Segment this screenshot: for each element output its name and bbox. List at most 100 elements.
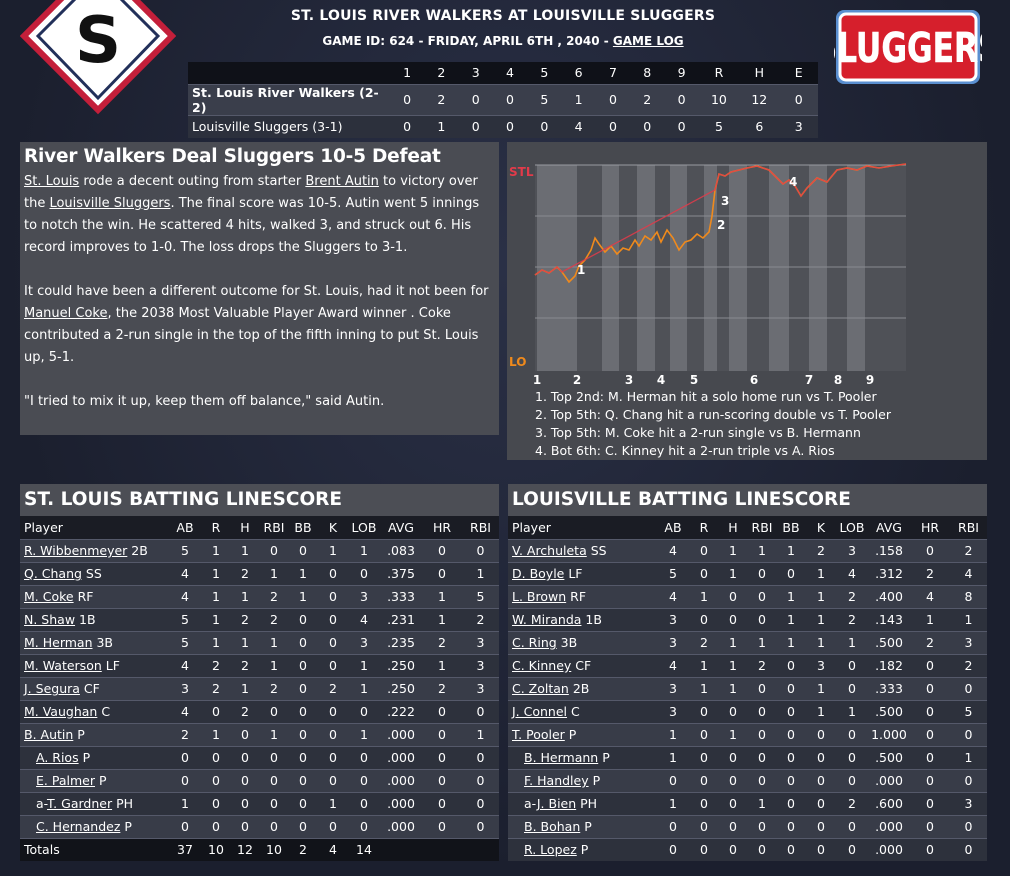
batting-player-cell: R. Wibbenmeyer 2B	[20, 538, 168, 562]
linescore-team-row: Louisville Sluggers (3-1) 0 1 0 0 0 4 0 0 0 5 6 3	[188, 114, 818, 138]
batting-col-header: BB	[288, 516, 318, 539]
player-name-link[interactable]: L. Brown	[512, 589, 567, 604]
batting-stat-cell: 1	[202, 607, 230, 631]
batting-stat-cell: 0	[462, 814, 499, 838]
linescore-cell: 0	[389, 114, 425, 138]
player-name-link[interactable]: F. Handley	[524, 773, 589, 788]
batting-stat-cell: 0	[288, 676, 318, 700]
player-name-link[interactable]: B. Autin	[24, 727, 74, 742]
linescore-col-header: E	[779, 62, 818, 84]
batting-stat-cell: 0	[690, 561, 718, 585]
batting-stat-cell: 5	[950, 699, 987, 723]
linescore-cell: 0	[664, 83, 699, 115]
batting-player-cell: N. Shaw 1B	[20, 607, 168, 631]
player-name-link[interactable]: J. Segura	[24, 681, 80, 696]
batting-col-header: HR	[422, 516, 462, 539]
inning-tick-label: 2	[573, 373, 581, 387]
batting-row: C. Ring 3B 3 2 1 1 1 1 1.500 2 3	[508, 630, 987, 654]
player-name-link[interactable]: M. Herman	[24, 635, 93, 650]
batting-stat-cell: 0	[260, 791, 288, 815]
key-event-item: 4. Bot 6th: C. Kinney hit a 2-run triple…	[535, 443, 835, 458]
linescore-col-header: 8	[630, 62, 665, 84]
player-name-link[interactable]: W. Miranda	[512, 612, 582, 627]
player-name-link[interactable]: Q. Chang	[24, 566, 82, 581]
batting-stat-cell: 0	[260, 768, 288, 792]
batting-stat-cell: .000	[380, 814, 422, 838]
player-name-link[interactable]: T. Pooler	[512, 727, 565, 742]
player-name-link[interactable]: M. Vaughan	[24, 704, 98, 719]
batting-stat-cell: 0	[806, 791, 836, 815]
batting-stat-cell: 0	[748, 722, 776, 746]
batting-stat-cell: 0	[202, 791, 230, 815]
linescore-col-header: 9	[664, 62, 699, 84]
batting-stat-cell: 0	[462, 745, 499, 769]
batting-stat-cell: .250	[380, 653, 422, 677]
player-name-link[interactable]: V. Archuleta	[512, 543, 587, 558]
batting-player-cell: V. Archuleta SS	[508, 538, 656, 562]
player-name-link[interactable]: M. Waterson	[24, 658, 102, 673]
player-name-link[interactable]: J. Connel	[512, 704, 568, 719]
batting-stat-cell: 1	[288, 584, 318, 608]
batting-stat-cell: 2	[950, 653, 987, 677]
player-name-link[interactable]: A. Rios	[36, 750, 79, 765]
batting-stat-cell: 0	[836, 814, 868, 838]
batting-col-header: K	[806, 516, 836, 539]
player-name-link[interactable]: R. Lopez	[524, 842, 577, 858]
player-name-link[interactable]: D. Boyle	[512, 566, 565, 581]
story-link[interactable]: Brent Autin	[305, 174, 379, 189]
player-name-link[interactable]: C. Zoltan	[512, 681, 569, 696]
batting-player-cell: C. Zoltan 2B	[508, 676, 656, 700]
inning-tick-label: 1	[533, 373, 541, 387]
player-name-link[interactable]: T. Gardner	[47, 796, 113, 811]
batting-col-header: H	[718, 516, 748, 539]
player-name-link[interactable]: N. Shaw	[24, 612, 76, 627]
batting-stat-cell: 0	[836, 722, 868, 746]
totals-cell: 37	[168, 837, 202, 861]
batting-stat-cell: 1	[422, 607, 462, 631]
player-name-link[interactable]: B. Bohan	[524, 819, 581, 834]
inning-tick-label: 3	[625, 373, 633, 387]
batting-stat-cell: 2	[260, 676, 288, 700]
batting-stat-cell: 0	[776, 837, 806, 861]
batting-stat-cell: 1	[776, 630, 806, 654]
inning-tick-label: 8	[834, 373, 842, 387]
player-name-link[interactable]: C. Ring	[512, 635, 557, 650]
batting-stat-cell: 1	[230, 584, 260, 608]
win-probability-line-top	[534, 163, 907, 276]
batting-stat-cell: 0	[806, 768, 836, 792]
win-probability-graph: STL LO 1 2 3 4 1 2 3 4 5 6 7 8 9	[509, 163, 907, 387]
batting-player-cell: M. Herman 3B	[20, 630, 168, 654]
batting-stat-cell: 0	[690, 538, 718, 562]
player-name-link[interactable]: M. Coke	[24, 589, 74, 604]
story-link[interactable]: St. Louis	[24, 174, 80, 189]
inning-band	[847, 165, 865, 371]
lou-batting-header: Player AB R H RBI BB K LOB AVG HR RBI	[508, 516, 987, 539]
batting-stat-cell: .222	[380, 699, 422, 723]
batting-stat-cell: 0	[318, 768, 348, 792]
story-link[interactable]: Louisville Sluggers	[49, 196, 171, 211]
batting-stat-cell: 1	[230, 676, 260, 700]
batting-stat-cell: 0	[202, 745, 230, 769]
story-link[interactable]: Manuel Coke	[24, 306, 108, 321]
batting-stat-cell: 1	[718, 676, 748, 700]
batting-stat-cell: 0	[230, 791, 260, 815]
player-name-link[interactable]: R. Wibbenmeyer	[24, 543, 128, 558]
player-name-link[interactable]: C. Hernandez	[36, 819, 121, 834]
batting-stat-cell: .250	[380, 676, 422, 700]
batting-stat-cell: 0	[748, 837, 776, 861]
player-name-link[interactable]: B. Hermann	[524, 750, 599, 765]
batting-col-header: RBI	[748, 516, 776, 539]
game-log-link[interactable]: GAME LOG	[612, 34, 684, 48]
linescore-col-header: 5	[527, 62, 562, 84]
inning-band	[637, 165, 655, 371]
player-name-link[interactable]: C. Kinney	[512, 658, 572, 673]
player-name-link[interactable]: E. Palmer	[36, 773, 95, 788]
batting-stat-cell: .000	[380, 791, 422, 815]
batting-row: M. Coke RF 4 1 1 2 1 0 3.333 1 5	[20, 584, 499, 608]
event-marker: 1	[577, 263, 585, 277]
player-name-link[interactable]: J. Bien	[536, 796, 577, 811]
totals-cell: 12	[230, 837, 260, 861]
batting-stat-cell: 0	[318, 584, 348, 608]
batting-stat-cell: 5	[462, 584, 499, 608]
